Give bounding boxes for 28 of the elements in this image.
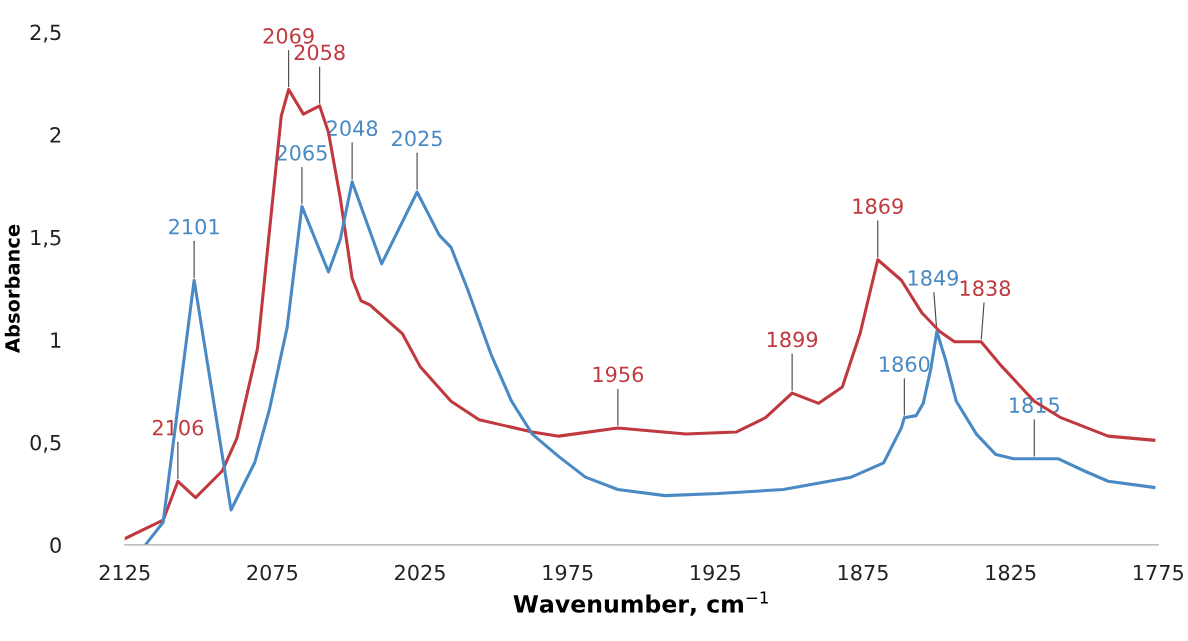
annotation: 2101 bbox=[169, 218, 219, 235]
x-tick-label: 1925 bbox=[691, 564, 741, 581]
x-tick-label: 1825 bbox=[986, 564, 1036, 581]
annotation: 1860 bbox=[880, 356, 930, 372]
line-series bbox=[143, 180, 1156, 545]
x-tick-label: 1775 bbox=[1134, 564, 1183, 581]
y-tick-label: 0,5 bbox=[30, 434, 61, 453]
annotation: 2069 bbox=[263, 28, 314, 44]
x-tick-label: 2075 bbox=[247, 564, 298, 581]
annotation: 1869 bbox=[853, 198, 903, 215]
annotation: 1899 bbox=[767, 331, 818, 348]
x-tick-label: 1975 bbox=[543, 564, 593, 581]
y-tick-label: 1 bbox=[51, 332, 61, 348]
annotation: 1956 bbox=[593, 366, 644, 383]
annotation: 2025 bbox=[392, 130, 442, 147]
y-axis-title: Absorbance bbox=[4, 224, 20, 353]
annotation: 2058 bbox=[294, 44, 345, 61]
y-tick-label: 2 bbox=[50, 127, 61, 143]
annotation: 1838 bbox=[960, 280, 1011, 297]
x-axis-title: Wavenumber, cm$^{−1}$ bbox=[513, 591, 768, 616]
line-series bbox=[124, 87, 1156, 541]
x-tick-label: 1875 bbox=[838, 564, 888, 581]
y-tick-label: 0 bbox=[50, 537, 61, 554]
x-tick-label: 2125 bbox=[99, 564, 150, 581]
x-tick-label: 2025 bbox=[395, 564, 445, 581]
annotation: 1849 bbox=[908, 270, 959, 286]
y-tick-label: 2,5 bbox=[30, 24, 61, 43]
y-tick-label: 1,5 bbox=[31, 229, 61, 248]
